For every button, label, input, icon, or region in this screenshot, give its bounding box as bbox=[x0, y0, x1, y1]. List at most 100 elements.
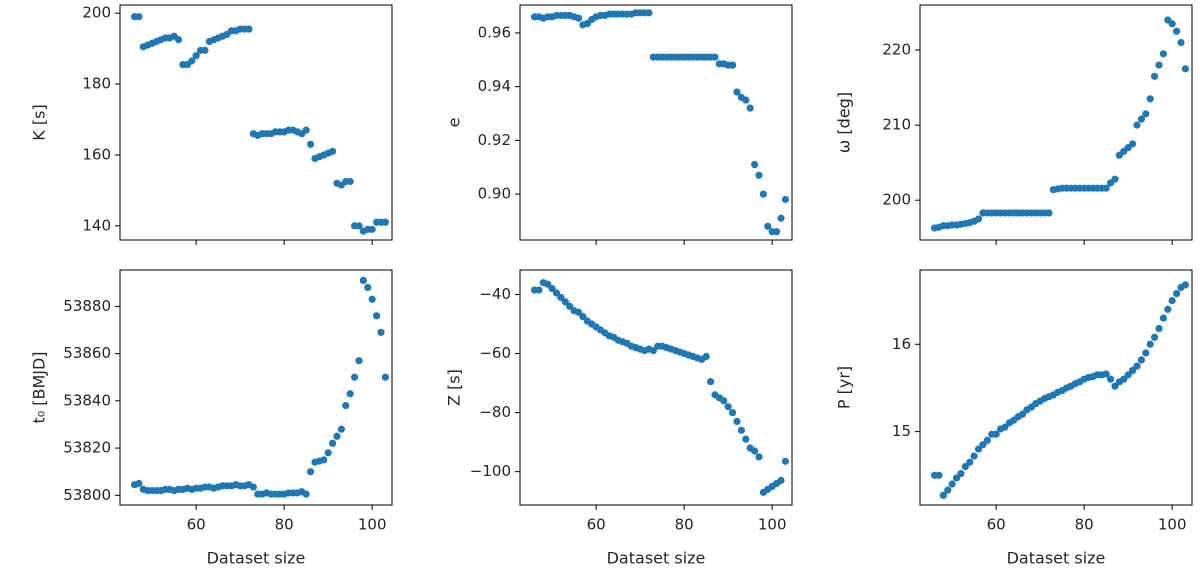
point bbox=[733, 417, 741, 426]
point bbox=[1172, 27, 1181, 35]
point bbox=[1181, 281, 1189, 289]
point bbox=[1128, 366, 1137, 375]
point bbox=[1102, 370, 1110, 378]
point bbox=[574, 308, 583, 316]
point bbox=[320, 456, 328, 464]
axes-frame bbox=[119, 269, 393, 506]
y-tick-label: 53800 bbox=[63, 486, 111, 504]
point bbox=[192, 52, 200, 60]
point bbox=[1181, 65, 1189, 73]
point bbox=[737, 426, 745, 434]
y-tick-label: 200 bbox=[882, 191, 911, 209]
y-tick-label: 0.96 bbox=[478, 23, 511, 41]
point bbox=[342, 401, 350, 410]
point bbox=[1142, 349, 1150, 357]
point bbox=[742, 435, 750, 443]
point bbox=[1124, 371, 1132, 379]
point bbox=[381, 373, 389, 381]
y-axis-label: P [yr] bbox=[835, 366, 854, 409]
point bbox=[346, 390, 354, 398]
point bbox=[750, 160, 759, 169]
y-tick-label: 180 bbox=[82, 75, 111, 93]
point bbox=[566, 302, 574, 310]
point bbox=[1159, 314, 1167, 322]
point bbox=[306, 468, 315, 476]
x-tick-label: 100 bbox=[758, 516, 787, 534]
y-tick-label: 220 bbox=[882, 41, 911, 59]
point bbox=[1146, 95, 1154, 103]
point bbox=[1018, 410, 1027, 418]
point bbox=[733, 88, 741, 96]
point bbox=[746, 104, 754, 112]
y-tick-label: 0.92 bbox=[478, 131, 511, 149]
axes-frame bbox=[919, 269, 1193, 506]
point bbox=[328, 147, 337, 155]
point bbox=[706, 377, 715, 386]
point bbox=[979, 441, 987, 449]
point bbox=[535, 286, 543, 294]
point bbox=[724, 403, 732, 411]
point bbox=[1133, 121, 1141, 129]
point bbox=[781, 195, 789, 204]
point bbox=[728, 61, 737, 69]
point bbox=[939, 491, 947, 499]
x-axis-label: Dataset size bbox=[607, 549, 706, 568]
x-tick-label: 80 bbox=[275, 516, 294, 534]
point bbox=[1177, 38, 1185, 47]
point bbox=[974, 215, 983, 223]
point bbox=[368, 295, 376, 303]
point bbox=[364, 283, 372, 292]
point bbox=[1102, 184, 1110, 192]
point bbox=[1128, 140, 1137, 148]
point bbox=[1133, 362, 1141, 370]
point bbox=[970, 452, 978, 460]
point bbox=[750, 447, 759, 455]
point bbox=[1150, 333, 1159, 341]
y-axis-label: t₀ [BMJD] bbox=[30, 351, 49, 423]
axes-frame bbox=[519, 269, 793, 506]
point bbox=[201, 46, 209, 54]
y-tick-label: 0.94 bbox=[478, 77, 511, 95]
x-axis-label: Dataset size bbox=[1007, 549, 1106, 568]
y-tick-label: 210 bbox=[882, 116, 911, 134]
point bbox=[755, 171, 763, 179]
x-tick-label: 60 bbox=[587, 516, 606, 534]
point bbox=[764, 222, 772, 230]
point bbox=[324, 449, 332, 457]
point bbox=[974, 445, 983, 453]
point bbox=[557, 293, 565, 302]
point bbox=[711, 53, 719, 61]
point bbox=[961, 462, 969, 471]
point bbox=[1137, 356, 1145, 364]
point bbox=[544, 280, 552, 288]
point bbox=[777, 476, 785, 485]
point bbox=[1001, 423, 1009, 431]
y-tick-label: 16 bbox=[892, 335, 911, 353]
x-tick-label: 60 bbox=[187, 516, 206, 534]
point bbox=[245, 25, 253, 33]
point bbox=[574, 14, 583, 22]
point bbox=[966, 458, 974, 466]
point bbox=[1045, 209, 1053, 217]
y-tick-label: −100 bbox=[470, 462, 511, 480]
point bbox=[645, 9, 653, 17]
y-axis-label: Z [s] bbox=[445, 369, 464, 406]
point bbox=[755, 453, 763, 461]
point bbox=[381, 218, 389, 226]
point bbox=[1120, 375, 1128, 383]
y-tick-label: 160 bbox=[82, 145, 111, 163]
y-tick-label: 53880 bbox=[63, 297, 111, 315]
y-tick-label: 15 bbox=[892, 422, 911, 440]
point bbox=[188, 57, 196, 65]
axes-frame bbox=[519, 4, 793, 241]
point bbox=[1155, 61, 1163, 69]
y-axis-label: K [s] bbox=[30, 104, 49, 140]
point bbox=[728, 408, 737, 417]
y-tick-label: 53820 bbox=[63, 439, 111, 457]
point bbox=[1155, 324, 1163, 333]
point bbox=[1146, 340, 1154, 348]
point bbox=[1159, 50, 1167, 58]
point bbox=[350, 373, 359, 381]
point bbox=[346, 177, 354, 186]
